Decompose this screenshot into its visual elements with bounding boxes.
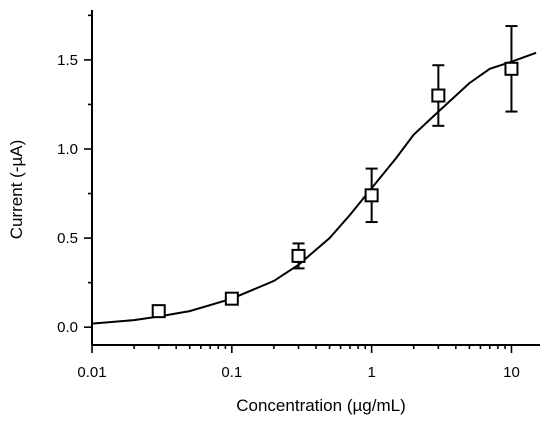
square-marker	[504, 61, 519, 76]
data-point	[504, 25, 519, 113]
y-tick-label: 0.0	[57, 319, 78, 336]
x-axis-title: Concentration (µg/mL)	[236, 396, 405, 415]
square-marker	[291, 248, 306, 263]
data-point	[431, 64, 446, 127]
x-tick-label: 1	[367, 364, 375, 381]
data-point	[291, 242, 306, 270]
axes: 0.01 0.1 1 10 0.0 0.5 1.0 1.5	[57, 10, 540, 381]
square-marker	[431, 88, 446, 103]
x-tick-label: 0.1	[221, 364, 242, 381]
data-point	[364, 167, 379, 224]
square-marker	[151, 304, 166, 319]
square-marker	[224, 291, 239, 306]
y-tick-label: 0.5	[57, 230, 78, 247]
y-ticks: 0.0 0.5 1.0 1.5	[57, 14, 92, 336]
y-tick-label: 1.5	[57, 52, 78, 69]
square-marker	[364, 188, 379, 203]
y-tick-label: 1.0	[57, 141, 78, 158]
x-tick-label: 10	[503, 364, 520, 381]
fit-curve	[91, 51, 537, 325]
data-point	[151, 304, 166, 319]
x-tick-label: 0.01	[77, 364, 106, 381]
data-points	[151, 25, 519, 319]
y-axis-title: Current (-µA)	[7, 140, 26, 240]
data-point	[224, 291, 239, 306]
x-ticks: 0.01 0.1 1 10	[77, 345, 520, 381]
